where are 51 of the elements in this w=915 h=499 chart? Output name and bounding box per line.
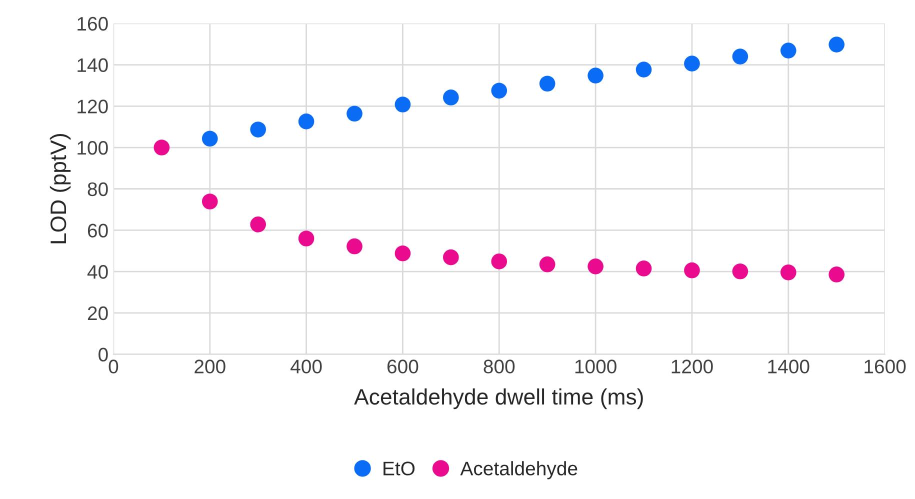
point — [443, 249, 459, 266]
y-tick-label: 40 — [87, 265, 108, 279]
point — [539, 76, 556, 92]
point — [202, 130, 218, 147]
x-tick-label: 1400 — [768, 360, 810, 374]
point — [250, 216, 266, 232]
x-tick-label: 200 — [194, 360, 226, 374]
x-tick-label: 0 — [108, 360, 118, 374]
y-tick-label: 80 — [88, 182, 108, 196]
y-axis-title: LOD (pptV) — [50, 134, 71, 244]
point — [298, 114, 314, 130]
point — [250, 122, 266, 138]
point — [732, 263, 748, 280]
x-tick-label: 1600 — [864, 360, 906, 374]
y-tick-label: 120 — [78, 100, 108, 114]
point — [636, 62, 652, 78]
point — [394, 96, 411, 112]
point — [588, 68, 604, 84]
point — [780, 42, 796, 58]
y-tick-label: 160 — [78, 16, 108, 31]
y-tick-label: 140 — [78, 58, 108, 72]
point — [202, 194, 218, 210]
point — [394, 245, 411, 262]
legend-label: EtO — [384, 462, 415, 476]
point — [636, 260, 652, 276]
point — [491, 82, 508, 99]
point — [491, 254, 508, 270]
y-tick-label: 0 — [98, 348, 108, 362]
point — [684, 262, 700, 278]
y-tick-label: 20 — [88, 306, 108, 320]
x-tick-label: 1200 — [672, 360, 713, 374]
point — [298, 230, 314, 246]
point — [539, 256, 556, 272]
x-tick-label: 800 — [484, 360, 515, 374]
x-tick-label: 400 — [290, 360, 322, 374]
x-tick-label: 1000 — [575, 360, 616, 374]
point — [346, 106, 362, 122]
point — [780, 264, 796, 280]
point — [154, 140, 170, 156]
x-axis-title: Acetaldehyde dwell time (ms) — [354, 388, 643, 410]
y-tick-label: 60 — [88, 224, 108, 238]
point — [732, 48, 748, 64]
y-tick-label: 100 — [78, 140, 108, 155]
point — [828, 266, 845, 282]
point — [684, 56, 700, 72]
point — [588, 258, 604, 274]
x-tick-label: 600 — [387, 360, 418, 374]
point — [828, 36, 845, 52]
point — [346, 238, 362, 254]
point — [443, 90, 459, 106]
legend-label: Acetaldehyde — [460, 461, 578, 480]
